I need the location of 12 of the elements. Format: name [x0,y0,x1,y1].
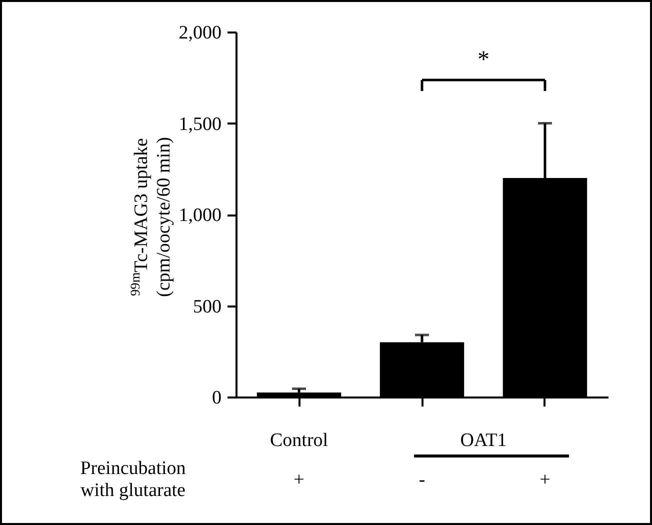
text: Preincubation with glutarate [80,458,186,501]
y-tick-label: 0 [212,388,222,408]
x-tick-label: + [540,470,550,490]
x-tick-label: - [418,470,426,490]
y-tick-label: 500 [193,296,222,318]
y-tick-label: 1,500 [178,114,222,135]
annotation: * [477,47,490,73]
y-tick-label: 1,000 [178,205,222,226]
y-tick-label: 2,000 [178,22,222,44]
text: Control [270,430,328,451]
x-tick-label: + [294,470,304,490]
text: OAT1 [460,430,507,451]
